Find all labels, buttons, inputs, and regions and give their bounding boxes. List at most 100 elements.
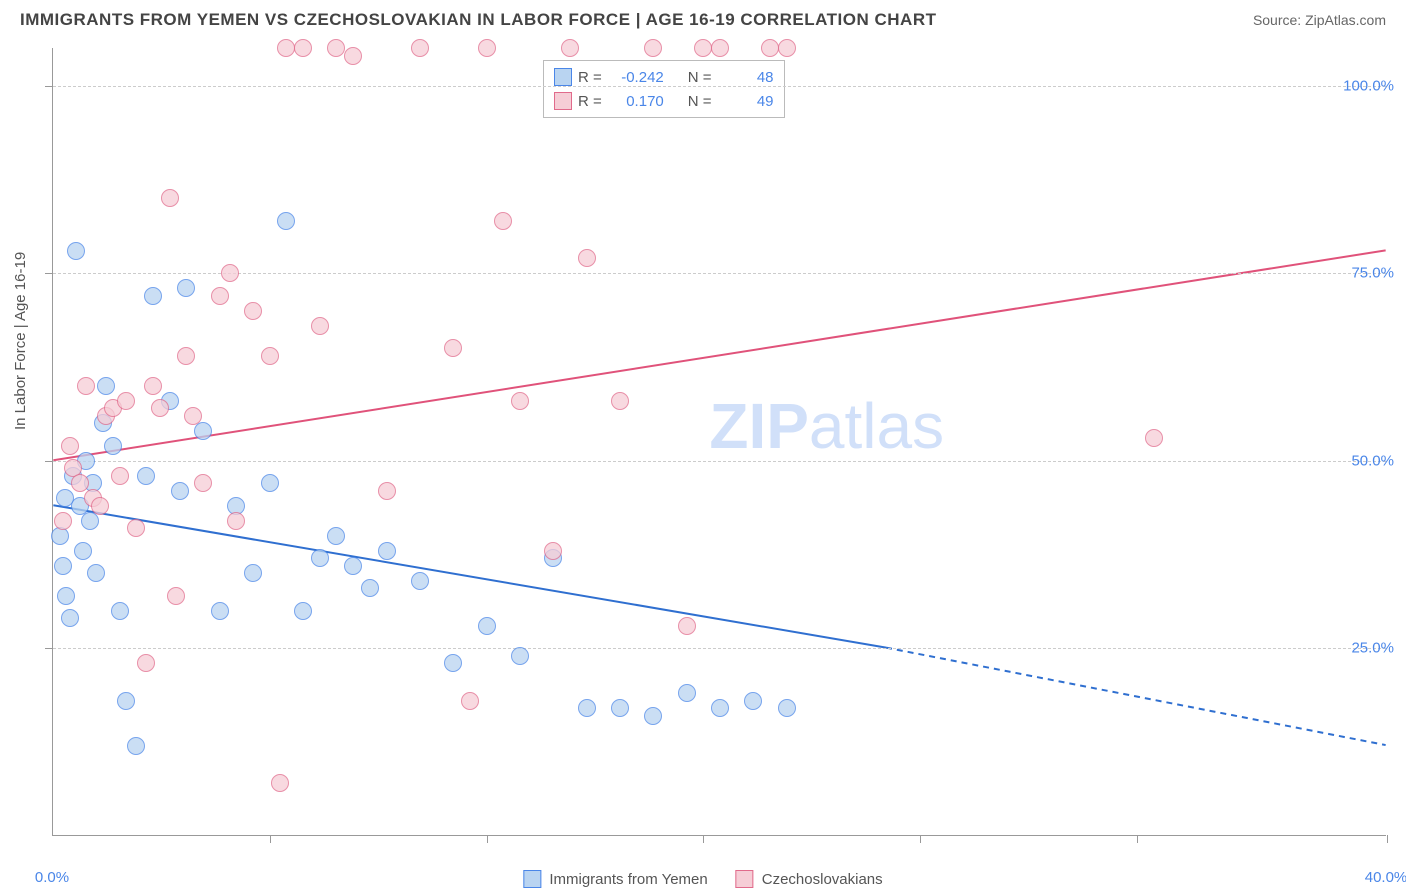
- data-point: [761, 39, 779, 57]
- y-tick-label: 25.0%: [1351, 640, 1394, 657]
- data-point: [137, 467, 155, 485]
- data-point: [461, 692, 479, 710]
- y-tick-label: 50.0%: [1351, 452, 1394, 469]
- source-attribution: Source: ZipAtlas.com: [1253, 12, 1386, 28]
- data-point: [144, 377, 162, 395]
- data-point: [117, 692, 135, 710]
- data-point: [161, 189, 179, 207]
- data-point: [111, 467, 129, 485]
- data-point: [277, 212, 295, 230]
- data-point: [311, 317, 329, 335]
- data-point: [81, 512, 99, 530]
- data-point: [778, 699, 796, 717]
- data-point: [111, 602, 129, 620]
- series-swatch: [554, 92, 572, 110]
- data-point: [578, 699, 596, 717]
- data-point: [478, 39, 496, 57]
- x-tick-label: 40.0%: [1365, 869, 1406, 886]
- data-point: [244, 302, 262, 320]
- data-point: [67, 242, 85, 260]
- x-tick: [270, 835, 271, 843]
- data-point: [144, 287, 162, 305]
- data-point: [127, 519, 145, 537]
- legend-swatch: [523, 870, 541, 888]
- y-tick-label: 75.0%: [1351, 265, 1394, 282]
- legend-label: Czechoslovakians: [762, 871, 883, 888]
- data-point: [97, 377, 115, 395]
- data-point: [54, 512, 72, 530]
- data-point: [644, 707, 662, 725]
- gridline-h: [53, 86, 1386, 87]
- legend-swatch: [736, 870, 754, 888]
- data-point: [444, 339, 462, 357]
- data-point: [211, 602, 229, 620]
- trend-line: [53, 505, 886, 647]
- data-point: [644, 39, 662, 57]
- data-point: [778, 39, 796, 57]
- data-point: [444, 654, 462, 672]
- gridline-h: [53, 273, 1386, 274]
- data-point: [127, 737, 145, 755]
- data-point: [277, 39, 295, 57]
- y-tick: [45, 273, 53, 274]
- watermark-rest: atlas: [809, 390, 944, 462]
- data-point: [378, 542, 396, 560]
- data-point: [91, 497, 109, 515]
- data-point: [57, 587, 75, 605]
- data-point: [294, 602, 312, 620]
- stat-label-R: R =: [578, 93, 602, 110]
- data-point: [261, 347, 279, 365]
- data-point: [411, 39, 429, 57]
- data-point: [177, 347, 195, 365]
- data-point: [74, 542, 92, 560]
- stat-value-N: 49: [718, 93, 774, 110]
- data-point: [678, 617, 696, 635]
- data-point: [61, 609, 79, 627]
- legend-label: Immigrants from Yemen: [549, 871, 707, 888]
- data-point: [511, 647, 529, 665]
- data-point: [361, 579, 379, 597]
- x-tick: [487, 835, 488, 843]
- data-point: [678, 684, 696, 702]
- data-point: [611, 699, 629, 717]
- data-point: [77, 377, 95, 395]
- stat-label-R: R =: [578, 69, 602, 86]
- stat-value-N: 48: [718, 69, 774, 86]
- y-tick: [45, 461, 53, 462]
- data-point: [87, 564, 105, 582]
- chart-header: IMMIGRANTS FROM YEMEN VS CZECHOSLOVAKIAN…: [0, 0, 1406, 36]
- watermark-bold: ZIP: [709, 390, 809, 462]
- data-point: [711, 39, 729, 57]
- data-point: [151, 399, 169, 417]
- chart-title: IMMIGRANTS FROM YEMEN VS CZECHOSLOVAKIAN…: [20, 10, 937, 30]
- bottom-legend: Immigrants from Yemen Czechoslovakians: [523, 870, 882, 888]
- data-point: [117, 392, 135, 410]
- data-point: [194, 422, 212, 440]
- data-point: [578, 249, 596, 267]
- data-point: [167, 587, 185, 605]
- data-point: [694, 39, 712, 57]
- gridline-h: [53, 648, 1386, 649]
- data-point: [544, 542, 562, 560]
- x-tick-label: 0.0%: [35, 869, 69, 886]
- data-point: [137, 654, 155, 672]
- data-point: [327, 39, 345, 57]
- stat-label-N: N =: [688, 69, 712, 86]
- data-point: [56, 489, 74, 507]
- data-point: [478, 617, 496, 635]
- data-point: [194, 474, 212, 492]
- legend-item: Czechoslovakians: [736, 870, 883, 888]
- data-point: [54, 557, 72, 575]
- data-point: [104, 437, 122, 455]
- series-swatch: [554, 68, 572, 86]
- data-point: [511, 392, 529, 410]
- stats-row: R =0.170N =49: [554, 89, 774, 113]
- x-tick: [1137, 835, 1138, 843]
- data-point: [611, 392, 629, 410]
- data-point: [1145, 429, 1163, 447]
- data-point: [244, 564, 262, 582]
- trend-line-extrapolated: [886, 648, 1386, 745]
- watermark: ZIPatlas: [709, 389, 944, 463]
- data-point: [411, 572, 429, 590]
- stat-label-N: N =: [688, 93, 712, 110]
